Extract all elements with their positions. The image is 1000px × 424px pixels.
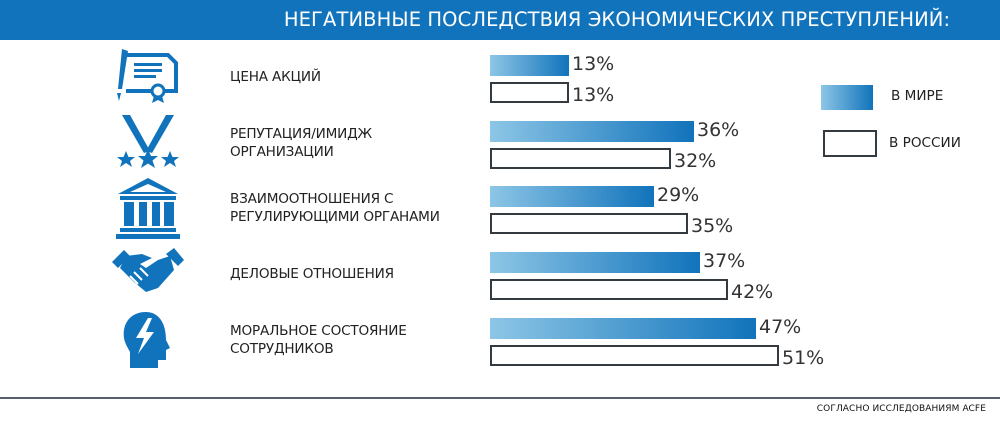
category-label-line: РЕПУТАЦИЯ/ИМИДЖ bbox=[230, 126, 372, 142]
category-label: ЦЕНА АКЦИЙ bbox=[230, 68, 321, 86]
category-label-line: СОТРУДНИКОВ bbox=[230, 341, 334, 357]
category-label: РЕПУТАЦИЯ/ИМИДЖ ОРГАНИЗАЦИИ bbox=[230, 125, 372, 161]
value-label: 13% bbox=[572, 53, 615, 75]
legend-label-russia: В РОССИИ bbox=[889, 135, 961, 151]
category-label-line: ОРГАНИЗАЦИИ bbox=[230, 144, 334, 160]
category-label-line: РЕГУЛИРУЮЩИМИ ОРГАНАМИ bbox=[230, 209, 440, 225]
government-building-icon bbox=[112, 178, 184, 240]
bar-russia bbox=[490, 148, 671, 169]
value-label: 32% bbox=[674, 150, 717, 172]
value-label: 51% bbox=[782, 347, 825, 369]
value-label: 47% bbox=[759, 316, 802, 338]
header-banner: НЕГАТИВНЫЕ ПОСЛЕДСТВИЯ ЭКОНОМИЧЕСКИХ ПРЕ… bbox=[0, 0, 1000, 40]
bar-russia bbox=[490, 213, 688, 234]
category-label: ДЕЛОВЫЕ ОТНОШЕНИЯ bbox=[230, 265, 394, 283]
value-label: 37% bbox=[703, 250, 746, 272]
value-label: 29% bbox=[657, 184, 700, 206]
category-label-line: МОРАЛЬНОЕ СОСТОЯНИЕ bbox=[230, 323, 407, 339]
bar-world bbox=[490, 252, 700, 273]
source-note: СОГЛАСНО ИССЛЕДОВАНИЯМ ACFE bbox=[816, 404, 986, 414]
head-lightning-icon bbox=[112, 310, 184, 372]
bar-world bbox=[490, 318, 756, 339]
bar-russia bbox=[490, 82, 569, 103]
category-label: МОРАЛЬНОЕ СОСТОЯНИЕ СОТРУДНИКОВ bbox=[230, 322, 407, 358]
value-label: 35% bbox=[691, 215, 734, 237]
handshake-icon bbox=[112, 244, 184, 306]
bar-russia bbox=[490, 345, 779, 366]
certificate-icon bbox=[112, 47, 184, 109]
value-label: 36% bbox=[697, 119, 740, 141]
category-label-line: ВЗАИМООТНОШЕНИЯ С bbox=[230, 191, 394, 207]
legend-label-world: В МИРЕ bbox=[891, 88, 944, 104]
legend-swatch-russia bbox=[823, 130, 877, 157]
medal-icon bbox=[112, 113, 184, 175]
bar-world bbox=[490, 121, 694, 142]
value-label: 42% bbox=[731, 281, 774, 303]
bar-world bbox=[490, 186, 654, 207]
page-title: НЕГАТИВНЫЕ ПОСЛЕДСТВИЯ ЭКОНОМИЧЕСКИХ ПРЕ… bbox=[283, 8, 951, 31]
bar-world bbox=[490, 55, 569, 76]
bar-russia bbox=[490, 279, 728, 300]
category-label-line: ЦЕНА АКЦИЙ bbox=[230, 69, 321, 85]
category-label: ВЗАИМООТНОШЕНИЯ С РЕГУЛИРУЮЩИМИ ОРГАНАМИ bbox=[230, 190, 440, 226]
footer-divider bbox=[0, 397, 1000, 399]
value-label: 13% bbox=[572, 84, 615, 106]
legend-swatch-world bbox=[821, 85, 873, 110]
category-label-line: ДЕЛОВЫЕ ОТНОШЕНИЯ bbox=[230, 266, 394, 282]
